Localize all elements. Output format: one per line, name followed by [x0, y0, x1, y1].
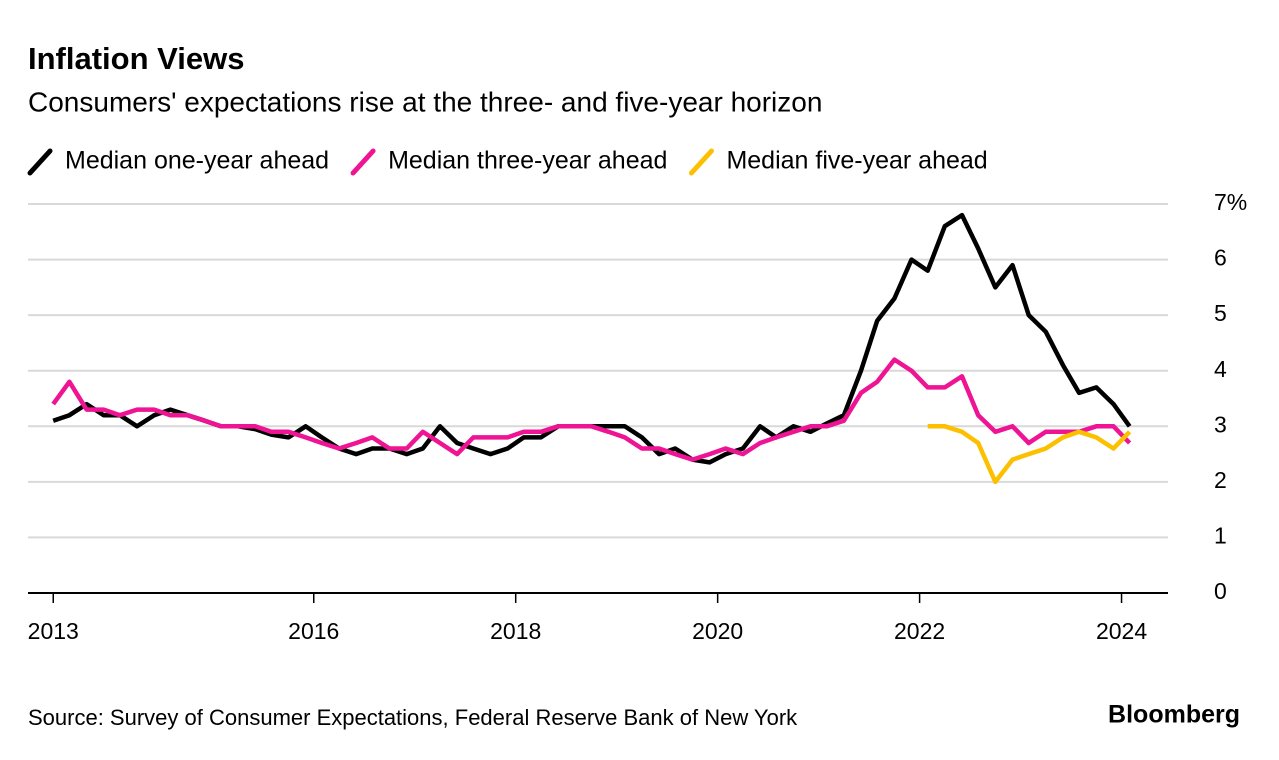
- legend-swatch: [27, 148, 53, 176]
- y-tick-label: 6: [1214, 245, 1227, 271]
- source-note: Source: Survey of Consumer Expectations,…: [28, 705, 798, 730]
- y-tick-label: 3: [1214, 411, 1227, 437]
- y-tick-label: 2: [1214, 467, 1227, 493]
- chart-subtitle: Consumers' expectations rise at the thre…: [28, 86, 822, 117]
- legend-label: Median three-year ahead: [388, 147, 667, 175]
- series-line: [51, 357, 1132, 462]
- y-tick-label: 0: [1214, 578, 1227, 604]
- legend-swatch: [350, 148, 376, 176]
- brand-logo: Bloomberg: [1108, 701, 1240, 729]
- y-tick-label: 1: [1214, 523, 1227, 549]
- x-tick-label: 2013: [28, 618, 79, 644]
- series-line: [927, 424, 1132, 485]
- x-tick-label: 2020: [692, 618, 743, 644]
- x-tick-label: 2024: [1096, 618, 1147, 644]
- y-tick-label: 5: [1214, 300, 1227, 326]
- y-tick-label: 7%: [1214, 189, 1247, 215]
- y-tick-label: 4: [1214, 356, 1227, 382]
- legend-swatch: [688, 148, 714, 176]
- chart-title: Inflation Views: [28, 41, 244, 76]
- legend-label: Median five-year ahead: [726, 147, 987, 175]
- x-tick-label: 2022: [894, 618, 945, 644]
- legend-label: Median one-year ahead: [65, 147, 329, 175]
- x-tick-label: 2018: [490, 618, 541, 644]
- x-tick-label: 2016: [288, 618, 339, 644]
